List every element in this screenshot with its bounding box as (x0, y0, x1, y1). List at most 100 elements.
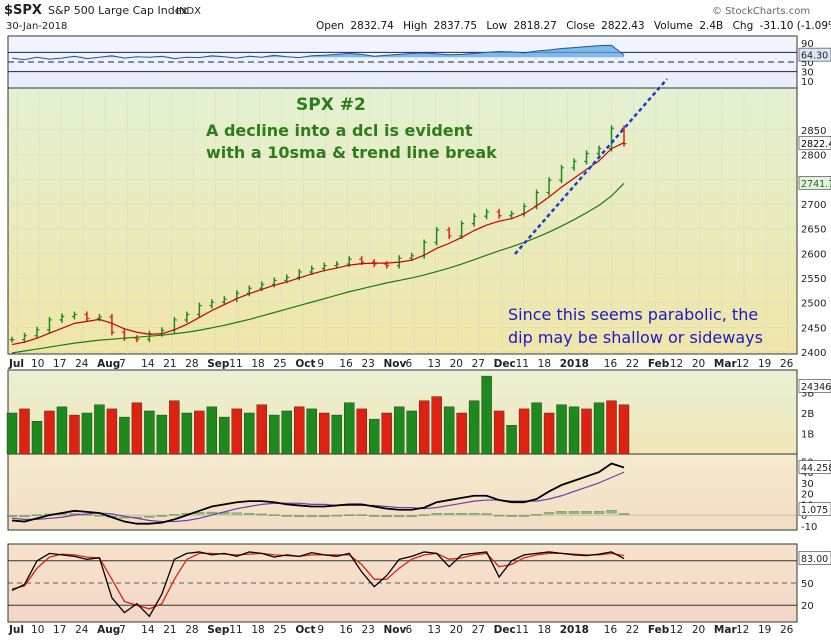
quote-value-volume: 2.4B (699, 20, 723, 32)
macd-histogram-bar-32 (406, 515, 417, 518)
volume-bar-24 (306, 408, 317, 455)
x-label-r1-35: 26 (780, 624, 794, 636)
volume-tick-2: 1B (801, 430, 814, 441)
x-label-r0-31: 20 (692, 358, 705, 370)
x-label-r0-16: 23 (361, 358, 374, 370)
macd-histogram-bar-45 (568, 511, 580, 514)
x-label-r1-8: 28 (185, 624, 198, 636)
macd-histogram-bar-47 (593, 511, 605, 514)
x-label-r1-31: 20 (692, 624, 705, 636)
quote-value-low: 2818.27 (513, 20, 556, 32)
volume-bar-40 (506, 425, 517, 455)
quote-value-high: 2837.75 (434, 20, 477, 32)
annotation-title: SPX #2 (296, 95, 366, 115)
macd-histogram-bar-33 (418, 514, 430, 516)
x-label-r0-34: 19 (758, 358, 771, 370)
macd-histogram-bar-36 (456, 513, 467, 515)
x-label-r1-4: Aug (97, 624, 120, 636)
volume-bar-28 (356, 408, 367, 455)
volume-bar-42 (531, 402, 542, 455)
macd-line (11, 462, 625, 525)
x-label-r1-9: Sep (207, 624, 230, 636)
x-label-r1-2: 17 (53, 624, 66, 636)
x-label-r1-30: 12 (670, 624, 683, 636)
volume-bar-31 (393, 406, 405, 455)
x-label-r0-19: 13 (428, 358, 441, 370)
x-label-r0-13: Oct (295, 358, 315, 370)
volume-bar-22 (281, 410, 292, 455)
quote-label-chg: Chg (733, 20, 754, 32)
macd-hist-tag-box (798, 502, 831, 517)
rsi-tick-2: 30 (801, 68, 814, 79)
rsi-value-tag-box (798, 47, 831, 62)
price-tick-6: 2550 (801, 274, 826, 285)
x-label-r0-22: Dec (494, 358, 516, 370)
volume-bar-35 (443, 406, 455, 455)
price-tick-3: 2700 (801, 200, 826, 211)
macd-panel (7, 453, 798, 531)
volume-bar-19 (244, 412, 255, 455)
annotation-parabolic-line1: Since this seems parabolic, the (508, 305, 758, 324)
x-label-r0-6: 14 (141, 358, 155, 370)
volume-bar-20 (256, 404, 267, 455)
volume-bar-33 (418, 400, 430, 455)
volume-bar-41 (518, 408, 530, 455)
macd-tick-3: 20 (801, 490, 814, 501)
quote-label-open: Open (316, 20, 344, 32)
price-plot (8, 125, 797, 354)
quote-label-high: High (403, 20, 427, 32)
x-label-r0-25: 2018 (560, 358, 589, 370)
macd-histogram-bar-48 (606, 510, 617, 514)
volume-bar-14 (181, 412, 193, 455)
annotations: SPX #2 A decline into a dcl is evident w… (206, 78, 763, 347)
x-label-r0-5: 7 (119, 358, 126, 370)
macd-histogram-bar-43 (543, 512, 555, 515)
x-label-r0-23: 11 (516, 358, 529, 370)
macd-histogram-bar-11 (144, 516, 155, 518)
macd-histogram-bar-37 (468, 513, 480, 515)
rsi-tick-1: 50 (801, 58, 814, 69)
x-label-r1-26: 8 (582, 624, 589, 636)
x-label-r0-0: Jul (8, 358, 24, 370)
volume-bar-30 (381, 412, 392, 455)
macd-histogram-bar-41 (518, 515, 530, 517)
x-label-r1-22: Dec (494, 624, 516, 636)
x-label-r1-15: 16 (339, 624, 353, 636)
annotation-line2: with a 10sma & trend line break (206, 143, 497, 162)
macd-histogram-bar-16 (206, 511, 218, 515)
volume-bar-38 (481, 375, 492, 455)
x-label-r1-29: Feb (648, 624, 670, 636)
x-label-r1-20: 20 (450, 624, 463, 636)
x-label-r1-25: 2018 (560, 624, 589, 636)
x-label-r0-9: Sep (207, 358, 230, 370)
volume-bar-48 (606, 400, 617, 455)
x-label-r0-11: 18 (251, 358, 264, 370)
volume-bar-9 (119, 416, 130, 455)
macd-tick-6: -10 (801, 522, 817, 533)
macd-histogram-bar-26 (331, 514, 342, 517)
macd-histogram-bar-19 (244, 513, 255, 515)
macd-signal-line (11, 471, 625, 523)
x-label-r1-21: 27 (472, 624, 485, 636)
macd-tick-5: 0 (801, 511, 807, 522)
x-label-r1-33: 12 (736, 624, 749, 636)
volume-bar-27 (344, 402, 355, 455)
x-label-r1-0: Jul (8, 624, 24, 636)
macd-histogram-bar-39 (493, 514, 505, 517)
rsi-value-tag: 64.30 (801, 51, 828, 62)
macd-histogram-bar-13 (169, 514, 180, 516)
x-label-r0-15: 16 (339, 358, 353, 370)
x-label-r0-33: 12 (736, 358, 749, 370)
volume-bar-26 (331, 414, 342, 455)
price-tick-7: 2500 (801, 299, 826, 310)
volume-bar-25 (319, 412, 330, 455)
macd-hist-tag: 1.075 (801, 505, 828, 516)
x-label-r1-14: 9 (317, 624, 324, 636)
volume-bar-16 (206, 406, 218, 455)
macd-histogram-bar-38 (481, 513, 492, 515)
volume-bar-5 (69, 414, 80, 455)
macd-histogram-bar-44 (556, 511, 567, 514)
volume-bar-17 (219, 416, 230, 455)
x-label-r1-12: 25 (273, 624, 286, 636)
